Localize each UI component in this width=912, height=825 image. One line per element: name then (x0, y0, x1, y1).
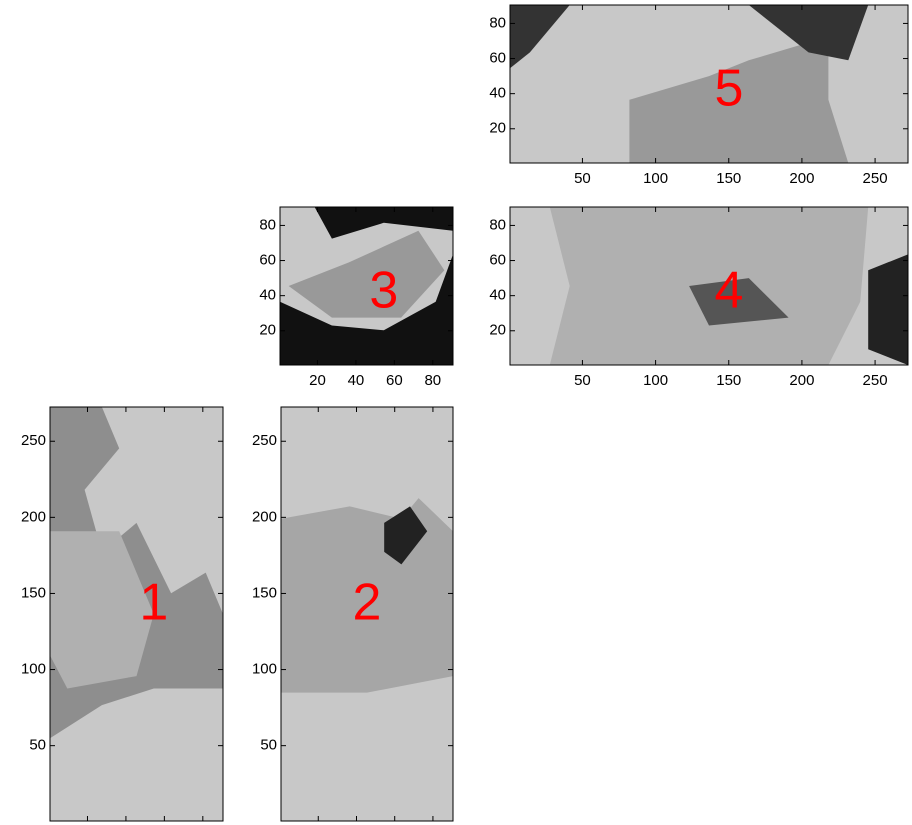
x-tick-label: 100 (643, 372, 668, 389)
y-tick-label: 100 (21, 661, 46, 678)
y-tick-label: 80 (489, 216, 506, 233)
y-tick-label: 150 (252, 584, 277, 601)
x-tick-label: 50 (574, 372, 591, 389)
y-tick-label: 20 (489, 120, 506, 137)
axes-frame (509, 4, 909, 164)
y-tick-label: 80 (489, 14, 506, 31)
y-tick-label: 250 (252, 432, 277, 449)
image-texture (384, 506, 428, 565)
panel: 20406080501001502002501 (21, 406, 224, 822)
y-tick-label: 250 (21, 432, 46, 449)
y-tick-label: 60 (259, 252, 276, 269)
x-tick-label: 20 (309, 372, 326, 389)
panel: 20 40 60 80 20 40 60 80 3 (259, 206, 454, 389)
axes-frame (49, 406, 224, 822)
image-texture (868, 254, 908, 365)
y-tick-label: 50 (29, 737, 46, 754)
y-tick-label: 60 (489, 252, 506, 269)
x-tick-label: 250 (863, 372, 888, 389)
panel: 50 100 150 200 250 20 40 60 80 4 (489, 206, 909, 389)
y-tick-label: 100 (252, 661, 277, 678)
y-tick-label: 40 (489, 85, 506, 102)
axes-frame (280, 406, 454, 822)
x-tick-label: 200 (789, 170, 814, 187)
y-tick-label: 20 (489, 322, 506, 339)
x-tick-label: 50 (574, 170, 591, 187)
x-tick-label: 150 (716, 170, 741, 187)
y-tick-label: 40 (259, 287, 276, 304)
image-texture (314, 207, 453, 239)
y-tick-label: 80 (259, 216, 276, 233)
panel-label: 5 (714, 60, 743, 118)
image-texture (50, 531, 154, 689)
image-texture (748, 5, 869, 61)
axes-frame (279, 206, 454, 366)
image-texture (629, 36, 849, 163)
y-tick-label: 50 (260, 737, 277, 754)
x-tick-label: 60 (386, 372, 403, 389)
x-tick-label: 200 (789, 372, 814, 389)
image-texture (288, 230, 445, 318)
x-tick-label: 250 (863, 170, 888, 187)
y-tick-label: 200 (252, 508, 277, 525)
panel-label: 2 (353, 573, 382, 631)
y-tick-label: 20 (259, 322, 276, 339)
image-texture (689, 278, 789, 326)
panel: 50 100 150 200 250 20 40 60 80 5 (489, 4, 909, 187)
image-texture (510, 5, 570, 69)
y-tick-label: 60 (489, 50, 506, 67)
x-tick-label: 100 (643, 170, 668, 187)
panel: 20406080501001502002502 (252, 406, 454, 822)
x-tick-label: 80 (424, 372, 441, 389)
panel-label: 3 (369, 262, 398, 320)
y-tick-label: 200 (21, 508, 46, 525)
x-tick-label: 40 (348, 372, 365, 389)
x-tick-label: 150 (716, 372, 741, 389)
panel-label: 1 (139, 573, 168, 631)
y-tick-label: 40 (489, 287, 506, 304)
image-texture (280, 254, 453, 365)
y-tick-label: 150 (21, 584, 46, 601)
panel-label: 4 (714, 262, 743, 320)
axes-frame (509, 206, 909, 366)
